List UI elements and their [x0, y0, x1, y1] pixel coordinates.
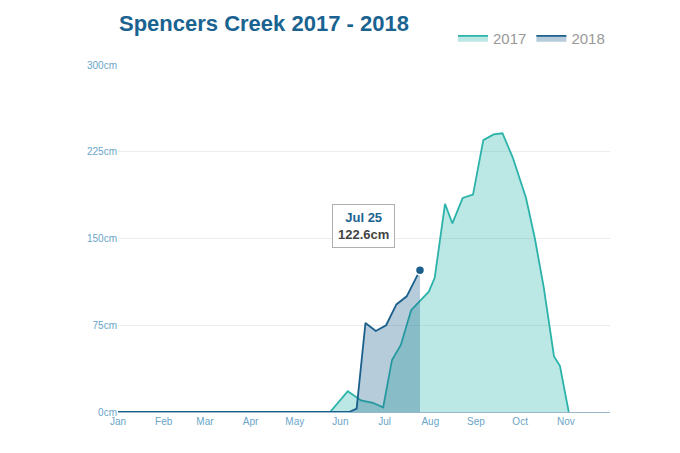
svg-text:Jul: Jul — [378, 416, 391, 427]
svg-text:75cm: 75cm — [93, 320, 117, 331]
svg-text:Feb: Feb — [155, 416, 173, 427]
svg-text:Jul 25122.6cm: Jul 25122.6cm — [338, 210, 389, 242]
svg-text:150cm: 150cm — [87, 233, 117, 244]
svg-text:Apr: Apr — [243, 416, 259, 427]
svg-text:2017: 2017 — [493, 30, 526, 47]
svg-text:Spencers Creek 2017 - 2018: Spencers Creek 2017 - 2018 — [119, 11, 409, 36]
svg-text:Jan: Jan — [110, 416, 126, 427]
svg-text:0cm: 0cm — [98, 407, 117, 418]
svg-text:225cm: 225cm — [87, 146, 117, 157]
svg-text:Sep: Sep — [467, 416, 485, 427]
svg-text:May: May — [285, 416, 304, 427]
svg-text:300cm: 300cm — [87, 60, 117, 71]
svg-text:Mar: Mar — [196, 416, 214, 427]
svg-text:Nov: Nov — [557, 416, 575, 427]
svg-text:Oct: Oct — [512, 416, 528, 427]
svg-text:Aug: Aug — [421, 416, 439, 427]
svg-text:Jun: Jun — [332, 416, 348, 427]
svg-text:2018: 2018 — [571, 30, 604, 47]
